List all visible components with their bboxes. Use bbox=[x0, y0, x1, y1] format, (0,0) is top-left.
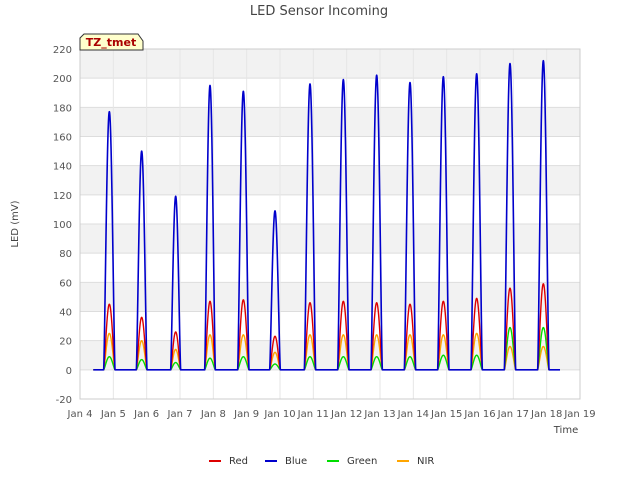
site-badge-label: TZ_tmet bbox=[86, 36, 136, 49]
x-tick-label: Jan 17 bbox=[497, 409, 529, 420]
grid-band bbox=[80, 49, 580, 79]
x-tick-label: Jan 12 bbox=[330, 409, 362, 420]
site-badge: TZ_tmet bbox=[79, 33, 144, 51]
y-tick-label: 0 bbox=[66, 366, 72, 377]
legend-label-green: Green bbox=[347, 456, 377, 467]
grid-band bbox=[80, 107, 580, 137]
series-lines bbox=[92, 59, 561, 371]
x-tick-label: Jan 11 bbox=[297, 409, 329, 420]
plot-background-bands bbox=[80, 49, 580, 370]
x-tick-label: Jan 9 bbox=[233, 409, 259, 420]
legend-label-red: Red bbox=[229, 456, 248, 467]
x-axis-label: Time bbox=[553, 425, 578, 436]
grid-band bbox=[80, 282, 580, 312]
legend: Red Blue Green NIR bbox=[209, 456, 434, 467]
x-tick-label: Jan 7 bbox=[167, 409, 193, 420]
y-tick-label: 220 bbox=[53, 45, 72, 56]
x-tick-label: Jan 6 bbox=[133, 409, 159, 420]
plot-area-frame bbox=[79, 48, 581, 400]
x-axis-ticks: Jan 4 Jan 5 Jan 6 Jan 7 Jan 8 Jan 9 Jan 10 Jan … bbox=[67, 409, 596, 420]
grid-band bbox=[80, 340, 580, 370]
y-tick-label: 80 bbox=[59, 249, 72, 260]
x-tick-label: Jan 13 bbox=[363, 409, 395, 420]
series-line-blue bbox=[92, 59, 561, 371]
x-tick-label: Jan 5 bbox=[100, 409, 126, 420]
x-tick-label: Jan 15 bbox=[430, 409, 462, 420]
y-tick-label: 20 bbox=[59, 337, 72, 348]
grid-band bbox=[80, 165, 580, 195]
y-tick-label: 40 bbox=[59, 308, 72, 319]
y-tick-label: 160 bbox=[53, 133, 72, 144]
y-tick-label: 140 bbox=[53, 162, 72, 173]
x-tick-label: Jan 19 bbox=[563, 409, 595, 420]
x-tick-label: Jan 4 bbox=[67, 409, 93, 420]
legend-label-nir: NIR bbox=[417, 456, 434, 467]
legend-label-blue: Blue bbox=[285, 456, 307, 467]
y-tick-label: 200 bbox=[53, 74, 72, 85]
grid-band bbox=[80, 224, 580, 254]
y-tick-label: 180 bbox=[53, 103, 72, 114]
x-tick-label: Jan 8 bbox=[200, 409, 226, 420]
x-tick-label: Jan 10 bbox=[263, 409, 295, 420]
y-tick-label: 120 bbox=[53, 191, 72, 202]
x-tick-label: Jan 14 bbox=[397, 409, 429, 420]
y-axis-label: LED (mV) bbox=[10, 200, 21, 247]
x-tick-label: Jan 18 bbox=[530, 409, 562, 420]
chart-title: LED Sensor Incoming bbox=[250, 4, 388, 19]
x-tick-label: Jan 16 bbox=[463, 409, 495, 420]
y-axis-ticks: -20 0 20 40 60 80 100 120 140 160 180 200 220 bbox=[53, 45, 72, 406]
y-tick-label: -20 bbox=[56, 395, 72, 406]
y-tick-label: 60 bbox=[59, 278, 72, 289]
y-tick-label: 100 bbox=[53, 220, 72, 231]
